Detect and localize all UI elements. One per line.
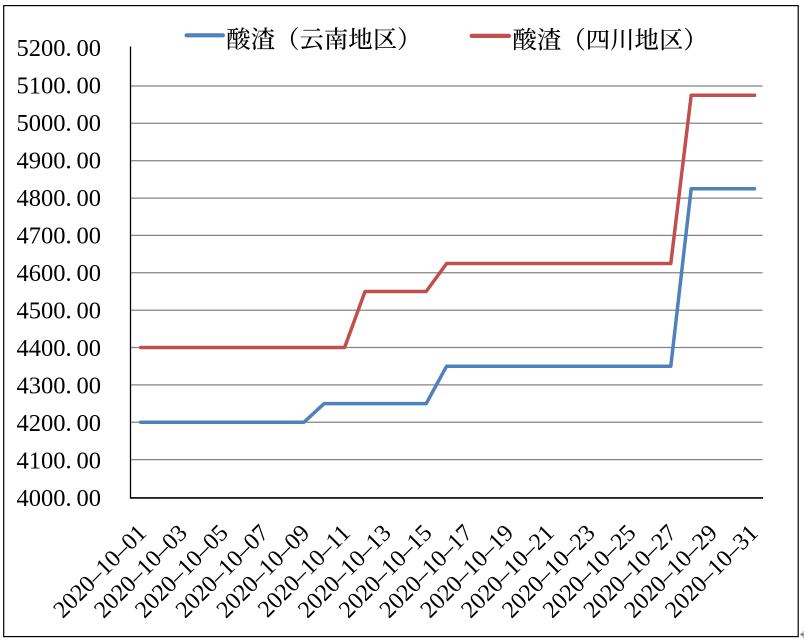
svg-text:5200. 00: 5200. 00	[16, 35, 101, 62]
svg-text:4600. 00: 4600. 00	[16, 260, 101, 287]
svg-text:4200. 00: 4200. 00	[16, 410, 101, 437]
svg-text:5000. 00: 5000. 00	[16, 110, 101, 137]
svg-text:4900. 00: 4900. 00	[16, 147, 101, 174]
svg-text:5100. 00: 5100. 00	[16, 72, 101, 99]
svg-text:4100. 00: 4100. 00	[16, 448, 101, 475]
svg-text:4500. 00: 4500. 00	[16, 298, 101, 325]
svg-text:4000. 00: 4000. 00	[16, 485, 101, 512]
svg-text:4800. 00: 4800. 00	[16, 185, 101, 212]
svg-text:4400. 00: 4400. 00	[16, 335, 101, 362]
svg-text:4300. 00: 4300. 00	[16, 373, 101, 400]
svg-text:4700. 00: 4700. 00	[16, 223, 101, 250]
